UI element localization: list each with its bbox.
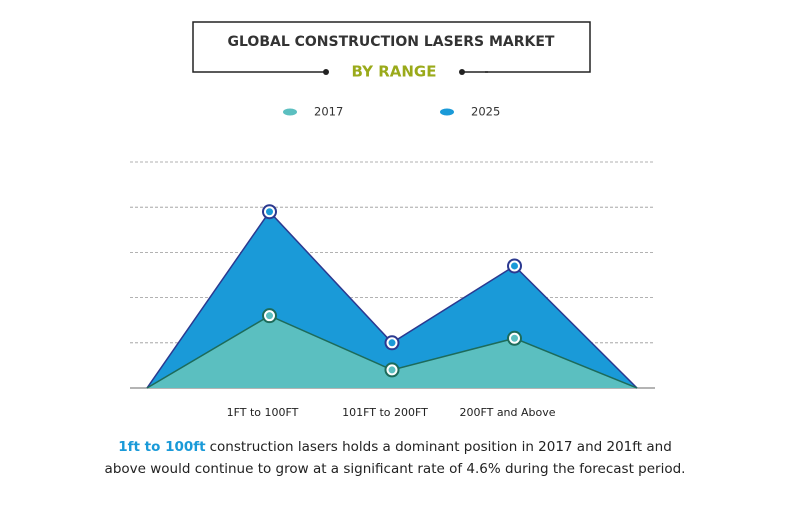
caption-line: 1ft to 100ft construction lasers holds a …	[0, 439, 790, 455]
marker-inner	[266, 312, 273, 320]
title-box-gap	[300, 62, 485, 82]
legend-label: 2017	[314, 105, 343, 119]
x-tick-label: 200FT and Above	[459, 406, 555, 419]
caption-line: above would continue to grow at a signif…	[104, 461, 686, 477]
marker-inner	[511, 262, 518, 270]
x-tick-label: 101FT to 200FT	[342, 406, 428, 419]
legend-swatch	[283, 108, 297, 116]
legend-swatch	[440, 108, 454, 116]
area	[147, 315, 637, 388]
chart-title: GLOBAL CONSTRUCTION LASERS MARKET	[228, 34, 555, 50]
chart-subtitle: BY RANGE	[352, 63, 437, 81]
x-tick-label: 1FT to 100FT	[227, 406, 299, 419]
marker-inner	[511, 334, 518, 342]
caption-text: construction lasers holds a dominant pos…	[209, 439, 672, 455]
title-dot	[459, 69, 465, 75]
title-dot	[323, 69, 329, 75]
legend-label: 2025	[471, 105, 500, 119]
marker-inner	[266, 208, 273, 216]
marker-inner	[388, 339, 396, 347]
marker-inner	[388, 366, 396, 374]
caption-highlight: 1ft to 100ft	[118, 439, 206, 455]
chart: GLOBAL CONSTRUCTION LASERS MARKET BY RAN…	[130, 21, 655, 419]
